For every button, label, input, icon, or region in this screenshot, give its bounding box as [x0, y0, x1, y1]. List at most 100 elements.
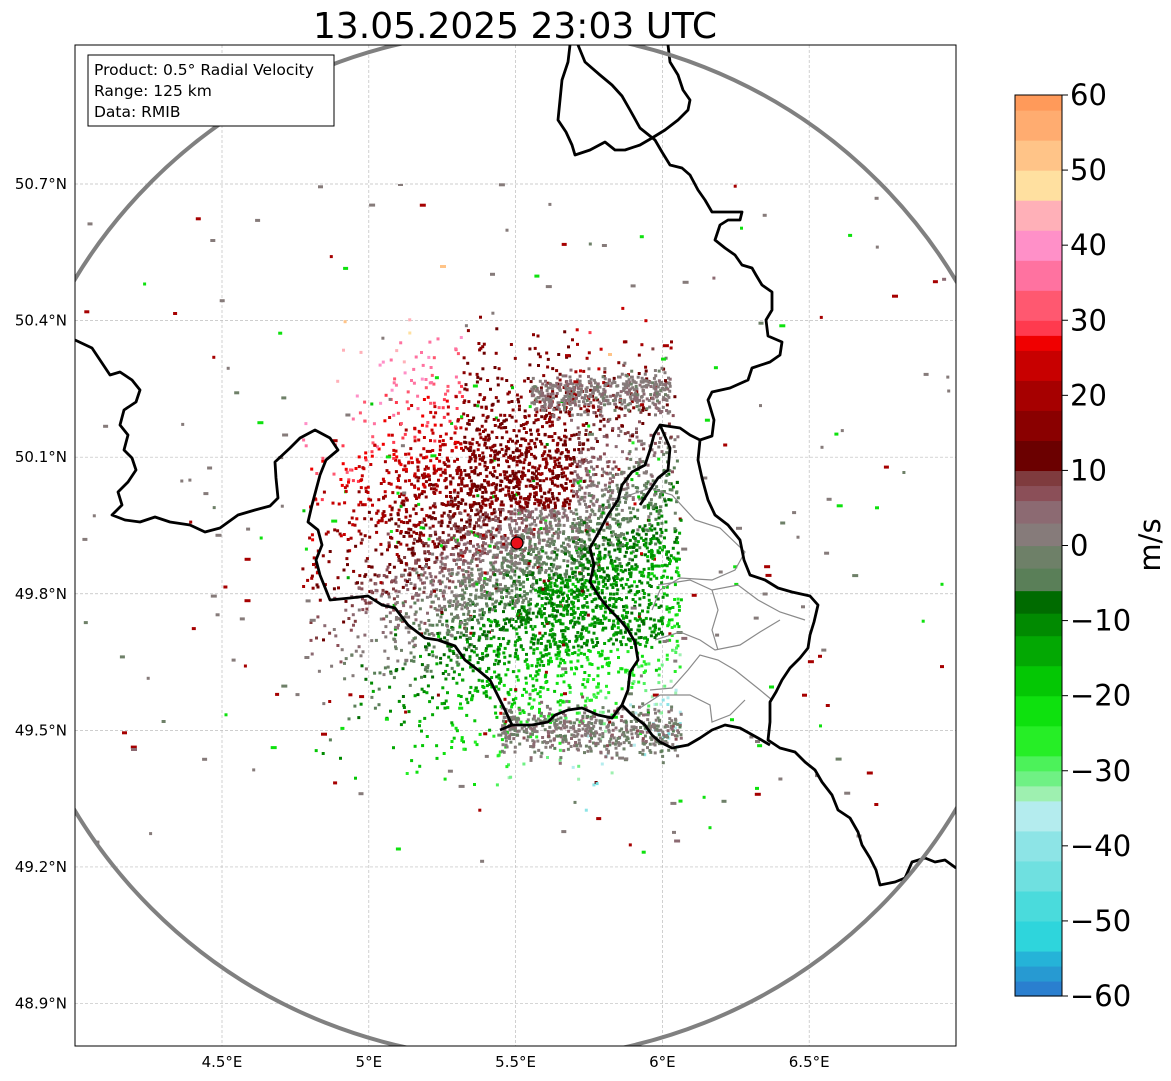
- echo-pixel: [638, 404, 642, 408]
- echo-pixel: [503, 584, 507, 588]
- echo-pixel: [641, 527, 645, 531]
- echo-pixel: [460, 518, 463, 522]
- echo-pixel: [462, 356, 466, 360]
- echo-pixel: [596, 666, 600, 670]
- echo-pixel: [416, 598, 420, 602]
- echo-pixel: [636, 528, 640, 532]
- echo-pixel: [534, 634, 537, 638]
- echo-pixel: [310, 652, 314, 656]
- echo-pixel: [528, 495, 532, 498]
- echo-pixel: [447, 655, 451, 659]
- echo-pixel: [567, 603, 571, 607]
- echo-pixel: [454, 602, 458, 606]
- echo-pixel: [650, 537, 654, 541]
- echo-pixel: [602, 493, 606, 497]
- echo-pixel: [359, 500, 363, 504]
- echo-pixel: [431, 654, 435, 658]
- echo-pixel: [492, 561, 496, 565]
- echo-pixel: [638, 570, 642, 574]
- echo-pixel: [580, 458, 584, 462]
- echo-pixel: [503, 646, 507, 650]
- echo-pixel: [467, 645, 471, 649]
- echo-pixel: [471, 583, 475, 587]
- echo-pixel: [417, 576, 421, 580]
- echo-pixel: [611, 480, 614, 484]
- echo-pixel: [629, 575, 633, 579]
- echo-pixel: [522, 461, 526, 465]
- echo-pixel: [575, 547, 579, 550]
- echo-pixel: [611, 564, 615, 568]
- echo-pixel: [613, 578, 616, 582]
- echo-pixel: [584, 808, 588, 812]
- echo-pixel: [604, 626, 608, 630]
- echo-pixel: [497, 687, 501, 691]
- echo-pixel: [548, 520, 552, 524]
- echo-pixel: [459, 336, 463, 339]
- echo-pixel: [431, 483, 435, 487]
- echo-pixel: [439, 473, 443, 477]
- echo-pixel: [677, 605, 681, 608]
- echo-pixel: [492, 444, 496, 448]
- echo-pixel: [471, 634, 475, 637]
- echo-pixel: [315, 571, 319, 575]
- echo-pixel: [538, 501, 542, 505]
- echo-pixel: [573, 672, 576, 676]
- echo-pixel: [469, 631, 473, 635]
- echo-pixel: [394, 449, 398, 453]
- echo-pixel: [675, 536, 679, 540]
- echo-pixel: [557, 522, 561, 526]
- echo-pixel: [646, 559, 650, 563]
- echo-pixel: [516, 616, 520, 620]
- echo-pixel: [462, 575, 466, 579]
- echo-pixel: [540, 545, 544, 549]
- echo-pixel: [619, 544, 622, 548]
- echo-pixel: [493, 545, 496, 549]
- echo-pixel: [460, 538, 464, 542]
- map-area[interactable]: [1, 31, 1029, 1059]
- echo-pixel: [361, 608, 365, 612]
- echo-pixel: [540, 405, 544, 409]
- echo-pixel: [472, 631, 476, 635]
- echo-pixel: [493, 573, 497, 577]
- echo-pixel: [542, 501, 546, 505]
- echo-pixel: [615, 483, 619, 487]
- echo-pixel: [580, 518, 583, 522]
- echo-pixel: [605, 662, 609, 666]
- echo-pixel: [602, 626, 605, 630]
- echo-pixel: [394, 633, 398, 637]
- echo-pixel: [517, 408, 521, 412]
- echo-pixel: [651, 479, 655, 483]
- echo-pixel: [423, 621, 427, 625]
- echo-pixel: [469, 571, 473, 575]
- echo-pixel: [598, 427, 602, 431]
- echo-pixel: [507, 486, 511, 490]
- echo-pixel: [478, 535, 482, 539]
- echo-pixel: [407, 479, 411, 483]
- echo-pixel: [649, 503, 652, 507]
- echo-pixel: [435, 655, 438, 659]
- echo-pixel: [485, 669, 489, 673]
- echo-pixel: [595, 577, 599, 581]
- echo-pixel: [551, 614, 555, 618]
- echo-pixel: [446, 513, 450, 517]
- echo-pixel: [561, 700, 565, 704]
- echo-pixel: [548, 469, 552, 473]
- echo-pixel: [591, 580, 595, 584]
- echo-pixel: [507, 660, 511, 664]
- echo-pixel: [493, 705, 497, 709]
- echo-pixel: [638, 457, 642, 461]
- echo-pixel: [458, 530, 462, 534]
- echo-pixel: [423, 467, 427, 471]
- echo-pixel: [490, 629, 494, 632]
- echo-pixel: [635, 565, 639, 569]
- echo-pixel: [513, 602, 517, 606]
- echo-pixel: [523, 473, 527, 477]
- echo-pixel: [593, 513, 597, 517]
- echo-pixel: [477, 621, 481, 625]
- echo-pixel: [392, 587, 395, 591]
- echo-pixel: [570, 561, 574, 565]
- echo-pixel: [561, 581, 565, 585]
- echo-pixel: [486, 498, 490, 502]
- echo-pixel: [544, 460, 548, 464]
- echo-pixel: [657, 369, 661, 373]
